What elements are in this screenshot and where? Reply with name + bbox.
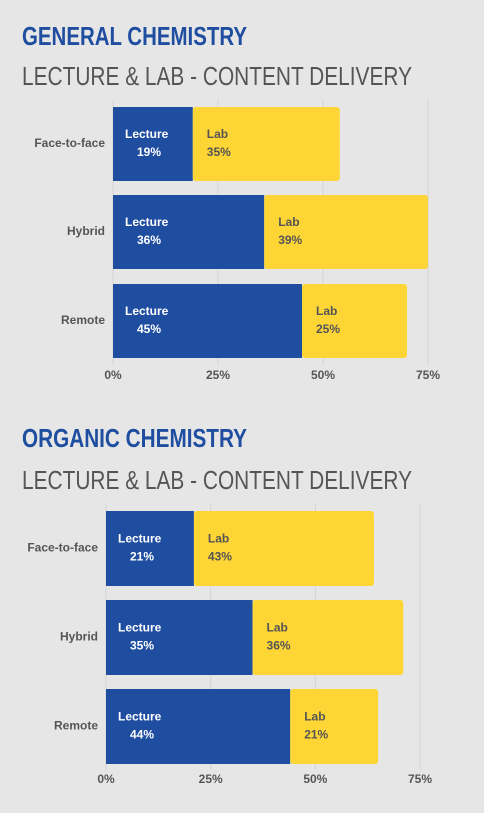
x-tick-label: 0% (97, 772, 115, 786)
bar-segment (290, 689, 379, 764)
value-label: 36% (267, 639, 291, 653)
x-tick-label: 50% (311, 368, 335, 382)
value-label: 44% (130, 728, 154, 742)
segment-series-label: Lab (208, 532, 229, 546)
bar-segment (113, 284, 302, 358)
value-label: 43% (208, 550, 232, 564)
value-label: 19% (137, 145, 161, 159)
bar-segment (106, 511, 194, 586)
chart-title: ORGANIC CHEMISTRY (22, 423, 247, 453)
bar-segment (264, 195, 428, 269)
x-tick-label: 50% (303, 772, 327, 786)
segment-series-label: Lecture (118, 710, 162, 724)
y-tick-label: Hybrid (67, 224, 105, 238)
segment-series-label: Lecture (125, 127, 169, 141)
value-label: 45% (137, 322, 161, 336)
value-label: 36% (137, 233, 161, 247)
bar-segment (113, 107, 193, 181)
y-tick-label: Remote (54, 719, 98, 733)
segment-series-label: Lecture (125, 304, 169, 318)
bar-segment (113, 195, 265, 269)
bar-segment (193, 511, 374, 586)
segment-series-label: Lecture (118, 532, 162, 546)
bar-segment (252, 600, 404, 675)
value-label: 35% (207, 145, 231, 159)
bar-segment (192, 107, 340, 181)
value-label: 35% (130, 639, 154, 653)
segment-series-label: Lab (316, 304, 337, 318)
chart-subtitle: LECTURE & LAB - CONTENT DELIVERY (22, 61, 412, 91)
y-tick-label: Hybrid (60, 630, 98, 644)
x-tick-label: 0% (104, 368, 122, 382)
segment-series-label: Lab (304, 710, 325, 724)
chart-title: GENERAL CHEMISTRY (22, 21, 247, 51)
segment-series-label: Lab (207, 127, 228, 141)
segment-series-label: Lecture (125, 215, 169, 229)
bar-segment (106, 689, 291, 764)
x-tick-label: 75% (408, 772, 432, 786)
segment-series-label: Lab (267, 621, 288, 635)
bar-segment (302, 284, 407, 358)
x-tick-label: 25% (199, 772, 223, 786)
segment-series-label: Lab (278, 215, 299, 229)
segment-series-label: Lecture (118, 621, 162, 635)
y-tick-label: Remote (61, 313, 105, 327)
y-tick-label: Face-to-face (34, 136, 105, 150)
y-tick-label: Face-to-face (27, 541, 98, 555)
x-tick-label: 25% (206, 368, 230, 382)
value-label: 39% (278, 233, 302, 247)
value-label: 21% (130, 550, 154, 564)
value-label: 25% (316, 322, 340, 336)
bar-segment (106, 600, 253, 675)
value-label: 21% (304, 728, 328, 742)
x-tick-label: 75% (416, 368, 440, 382)
chart-subtitle: LECTURE & LAB - CONTENT DELIVERY (22, 465, 412, 495)
